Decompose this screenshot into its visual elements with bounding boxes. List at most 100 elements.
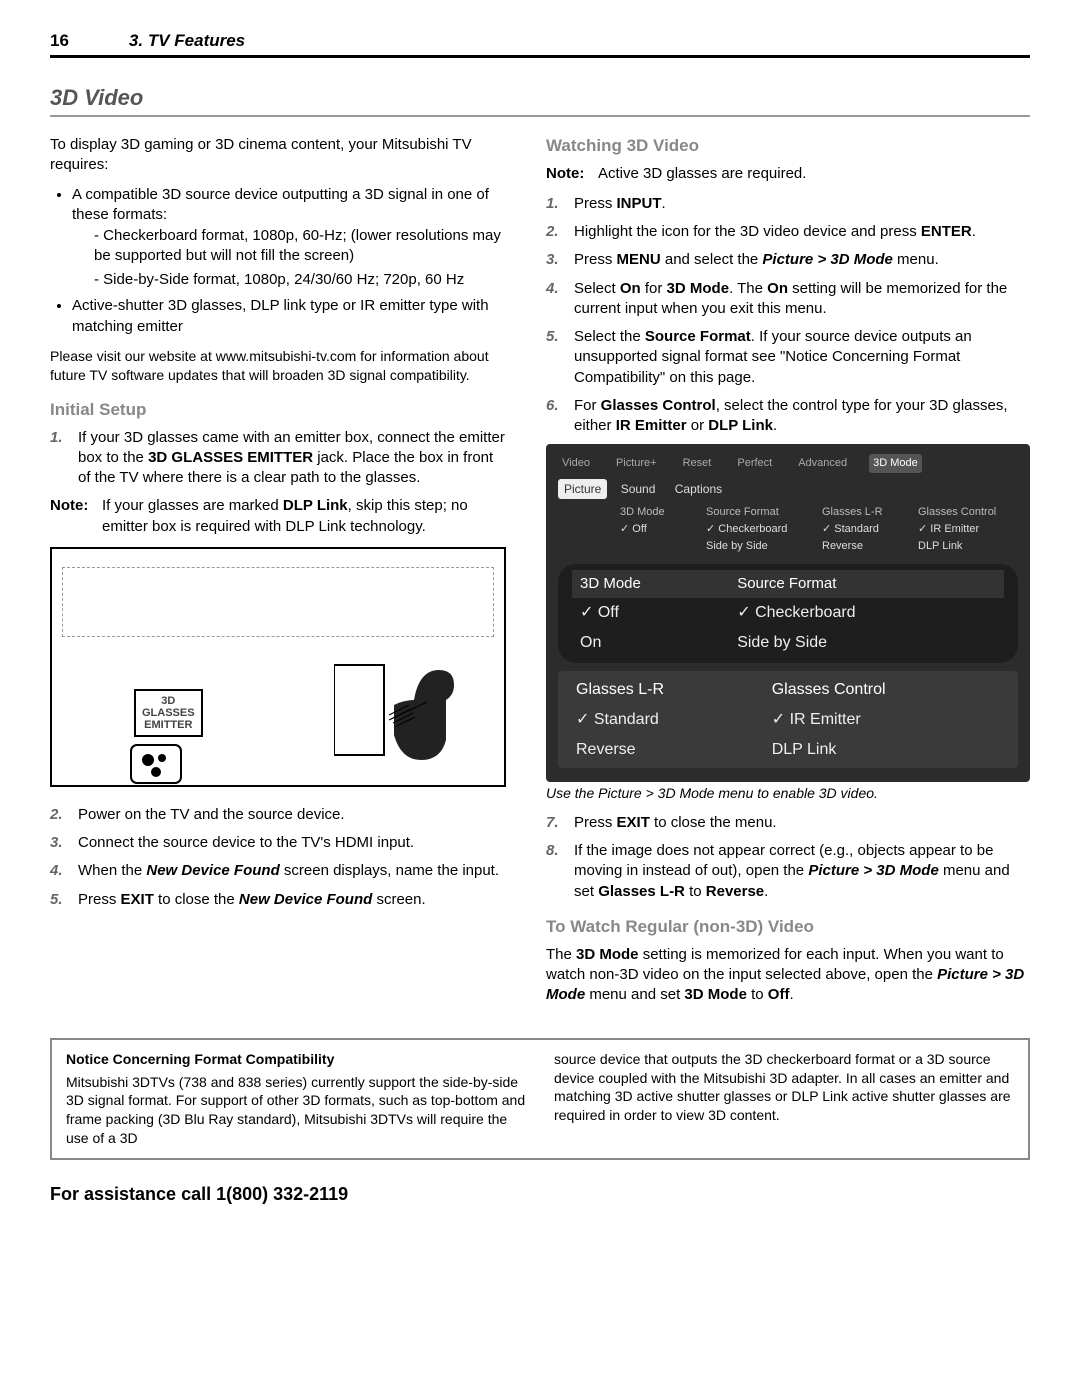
val: Checkerboard <box>706 522 816 537</box>
b: Glasses Control <box>601 397 716 414</box>
intro-text: To display 3D gaming or 3D cinema conten… <box>50 135 506 176</box>
t: For <box>574 397 601 414</box>
menu-enlarge-right: Glasses L-R Glasses Control Standard IR … <box>558 671 1018 768</box>
enl-v: Off <box>572 598 729 628</box>
menu-tab: Picture+ <box>612 454 661 473</box>
person-silhouette-icon <box>334 625 474 775</box>
watch-steps: Press INPUT. Highlight the icon for the … <box>546 194 1030 437</box>
page-number: 16 <box>50 30 69 53</box>
val: Standard <box>822 522 912 537</box>
menu-tab-selected: 3D Mode <box>869 454 922 473</box>
menu-enlarge-left: 3D Mode Source Format Off Checkerboard O… <box>558 564 1018 663</box>
hdr: 3D Mode <box>620 505 700 520</box>
step-text: screen displays, name the input. <box>280 862 499 879</box>
section-title: 3D Video <box>50 83 1030 113</box>
val: DLP Link <box>918 539 1018 554</box>
enl-v: DLP Link <box>764 735 1008 765</box>
enl-v: Standard <box>568 705 764 735</box>
b: Source Format <box>645 328 751 345</box>
enl-h: Glasses Control <box>764 675 1008 705</box>
b: ENTER <box>921 223 972 240</box>
b: On <box>767 280 788 297</box>
b: 3D Mode <box>684 986 747 1003</box>
step-bold-italic: New Device Found <box>239 891 372 908</box>
menu-tab: Advanced <box>794 454 851 473</box>
b: MENU <box>617 251 661 268</box>
website-note: Please visit our website at www.mitsubis… <box>50 347 506 385</box>
footer-assistance: For assistance call 1(800) 332-2119 <box>50 1182 1030 1206</box>
compatibility-notice: Notice Concerning Format Compatibility M… <box>50 1038 1030 1160</box>
emitter-diagram: 3D GLASSES EMITTER <box>50 547 506 787</box>
step-item: If the image does not appear correct (e.… <box>546 841 1030 902</box>
t: . <box>662 195 666 212</box>
b: Glasses L-R <box>598 883 685 900</box>
menu-side-nav: Picture Sound Captions <box>558 479 1018 499</box>
hdr: Glasses L-R <box>822 505 912 520</box>
t: . <box>764 883 768 900</box>
screenshot-caption: Use the Picture > 3D Mode menu to enable… <box>546 784 1030 803</box>
step-item: Highlight the icon for the 3D video devi… <box>546 222 1030 242</box>
bi: Picture > 3D Mode <box>762 251 892 268</box>
req-item: A compatible 3D source device outputting… <box>72 185 506 290</box>
note-label: Note: <box>50 496 102 537</box>
step-item: Power on the TV and the source device. <box>50 805 506 825</box>
enl-v: On <box>572 628 729 658</box>
enl-v: Side by Side <box>729 628 1004 658</box>
bi: Picture > 3D Mode <box>808 862 938 879</box>
hdr: Source Format <box>706 505 816 520</box>
setup-steps: If your 3D glasses came with an emitter … <box>50 428 506 489</box>
note-text: If your glasses are marked DLP Link, ski… <box>102 496 506 537</box>
section-rule <box>50 115 1030 117</box>
format-item: Side-by-Side format, 1080p, 24/30/60 Hz;… <box>94 270 506 290</box>
two-column-layout: To display 3D gaming or 3D cinema conten… <box>50 135 1030 1016</box>
step-item: Press EXIT to close the New Device Found… <box>50 890 506 910</box>
menu-values-row: Side by Side Reverse DLP Link <box>620 539 1018 554</box>
step-item: Select the Source Format. If your source… <box>546 327 1030 388</box>
note-span: If your glasses are marked <box>102 497 283 514</box>
t: Select the <box>574 328 645 345</box>
step-item: Press MENU and select the Picture > 3D M… <box>546 250 1030 270</box>
watch-steps-cont: Press EXIT to close the menu. If the ima… <box>546 813 1030 902</box>
initial-setup-heading: Initial Setup <box>50 399 506 422</box>
chapter-title: 3. TV Features <box>129 30 245 53</box>
menu-tab: Video <box>558 454 594 473</box>
b: Off <box>768 986 790 1003</box>
val: IR Emitter <box>918 522 1018 537</box>
t: Press <box>574 195 617 212</box>
val: Off <box>620 522 700 537</box>
step-item: Press EXIT to close the menu. <box>546 813 1030 833</box>
step-text: screen. <box>372 891 425 908</box>
emitter-label: 3D GLASSES EMITTER <box>134 689 203 737</box>
menu-tab: Perfect <box>733 454 776 473</box>
format-item: Checkerboard format, 1080p, 60-Hz; (lowe… <box>94 226 506 267</box>
enl-h: Glasses L-R <box>568 675 764 705</box>
enl-v: IR Emitter <box>764 705 1008 735</box>
val <box>620 539 700 554</box>
b: 3D Mode <box>667 280 730 297</box>
t: for <box>641 280 667 297</box>
b: INPUT <box>617 195 662 212</box>
side-item-selected: Picture <box>558 479 607 499</box>
step-text: to close the <box>154 891 239 908</box>
menu-values-row: Off Checkerboard Standard IR Emitter <box>620 522 1018 537</box>
step-item: Connect the source device to the TV's HD… <box>50 833 506 853</box>
note-row: Note: If your glasses are marked DLP Lin… <box>50 496 506 537</box>
step-item: Press INPUT. <box>546 194 1030 214</box>
enl-v: Checkerboard <box>729 598 1004 628</box>
val: Reverse <box>822 539 912 554</box>
t: . <box>773 417 777 434</box>
t: to <box>685 883 706 900</box>
b: Reverse <box>706 883 764 900</box>
left-column: To display 3D gaming or 3D cinema conten… <box>50 135 506 1016</box>
step-bold-italic: New Device Found <box>146 862 279 879</box>
t: Press <box>574 251 617 268</box>
t: menu and set <box>585 986 684 1003</box>
notice-title: Notice Concerning Format Compatibility <box>66 1050 526 1069</box>
side-item: Captions <box>669 479 728 499</box>
step-item: If your 3D glasses came with an emitter … <box>50 428 506 489</box>
menu-top-tabs: Video Picture+ Reset Perfect Advanced 3D… <box>558 454 1018 473</box>
right-column: Watching 3D Video Note: Active 3D glasse… <box>546 135 1030 1016</box>
menu-col-headers: 3D Mode Source Format Glasses L-R Glasse… <box>620 505 1018 520</box>
side-item: Sound <box>615 479 662 499</box>
step-bold: EXIT <box>121 891 154 908</box>
